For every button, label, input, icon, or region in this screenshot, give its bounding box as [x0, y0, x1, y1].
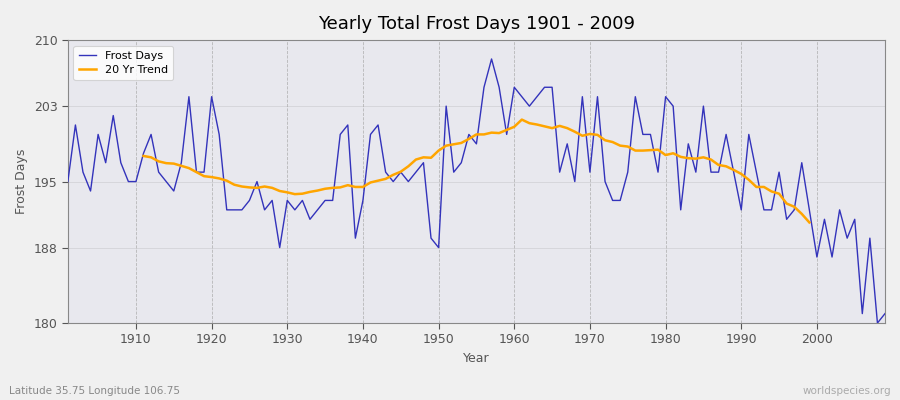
- Frost Days: [335, 132, 346, 137]
- Frost Days: [517, 94, 527, 99]
- Text: worldspecies.org: worldspecies.org: [803, 386, 891, 396]
- Frost Days: [486, 56, 497, 61]
- 20 Yr Trend: [517, 117, 527, 122]
- Line: Frost Days: Frost Days: [68, 59, 885, 323]
- Frost Days: [872, 321, 883, 326]
- 20 Yr Trend: [274, 189, 285, 194]
- Frost Days: [879, 311, 890, 316]
- Legend: Frost Days, 20 Yr Trend: Frost Days, 20 Yr Trend: [74, 46, 173, 80]
- 20 Yr Trend: [395, 169, 406, 174]
- 20 Yr Trend: [138, 154, 148, 158]
- X-axis label: Year: Year: [464, 352, 490, 365]
- 20 Yr Trend: [479, 132, 490, 137]
- 20 Yr Trend: [221, 178, 232, 183]
- Frost Days: [62, 179, 73, 184]
- Title: Yearly Total Frost Days 1901 - 2009: Yearly Total Frost Days 1901 - 2009: [318, 15, 634, 33]
- 20 Yr Trend: [736, 172, 747, 176]
- Line: 20 Yr Trend: 20 Yr Trend: [143, 120, 809, 222]
- Frost Days: [508, 85, 519, 90]
- 20 Yr Trend: [206, 175, 217, 180]
- 20 Yr Trend: [804, 220, 814, 225]
- Frost Days: [123, 179, 134, 184]
- Y-axis label: Frost Days: Frost Days: [15, 149, 28, 214]
- Frost Days: [608, 198, 618, 203]
- Text: Latitude 35.75 Longitude 106.75: Latitude 35.75 Longitude 106.75: [9, 386, 180, 396]
- Frost Days: [290, 208, 301, 212]
